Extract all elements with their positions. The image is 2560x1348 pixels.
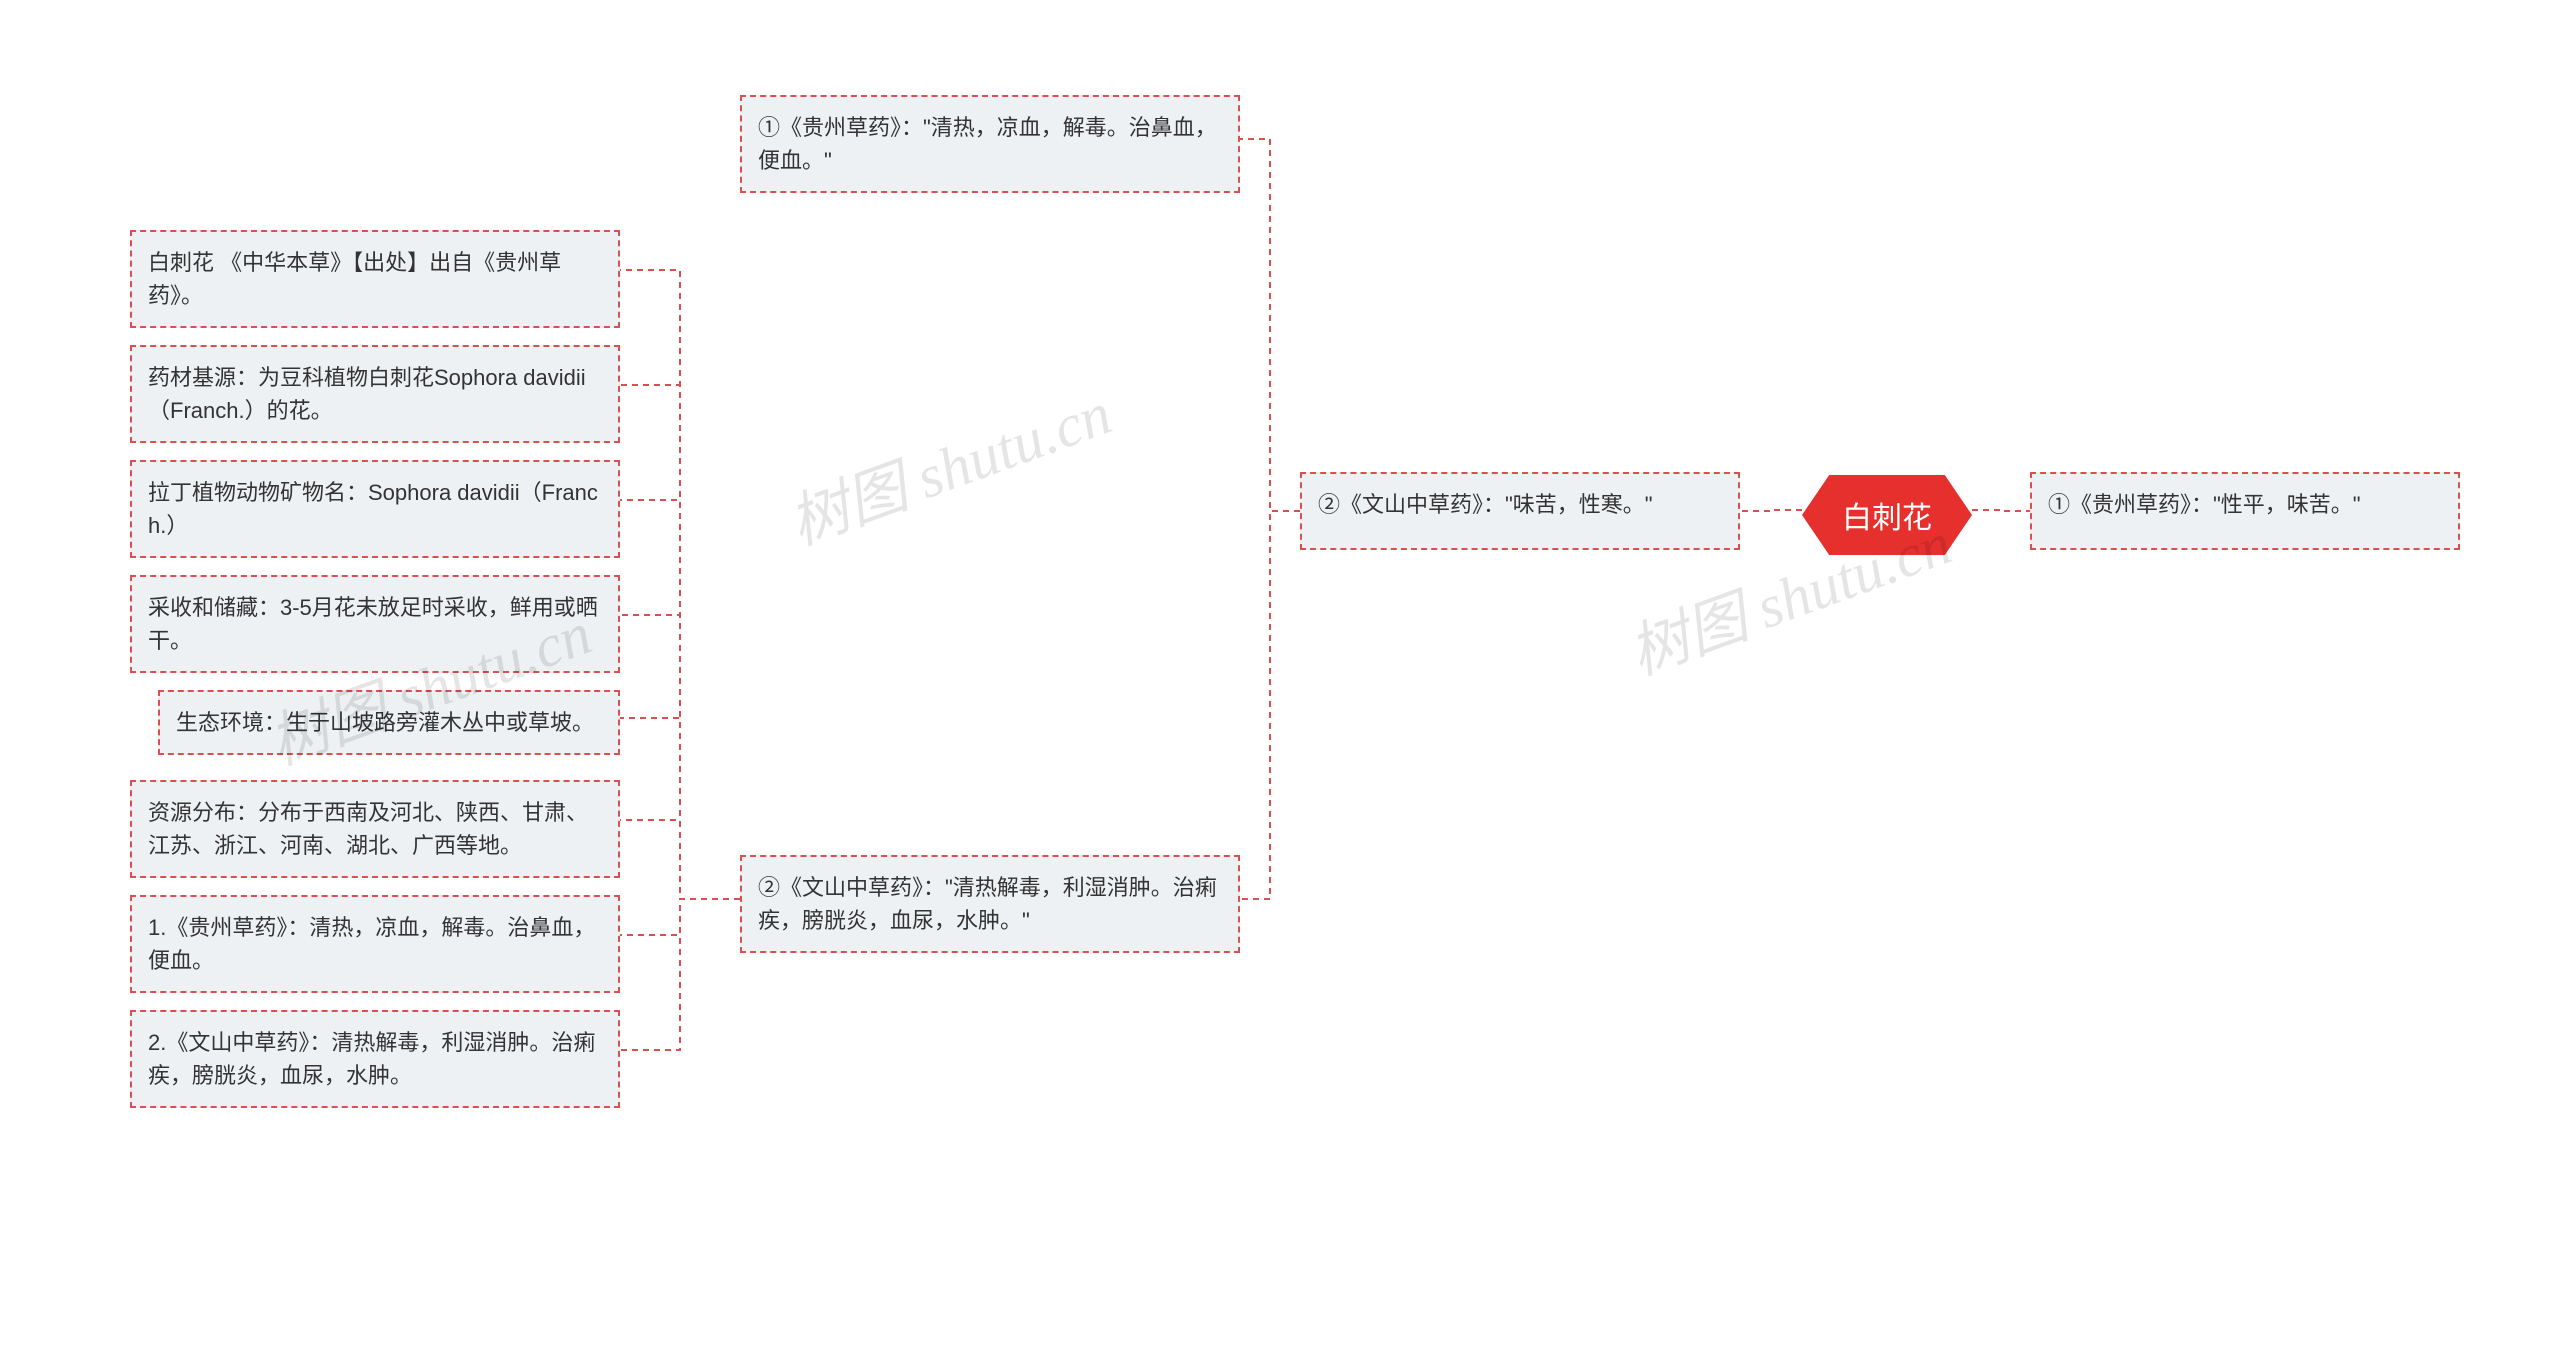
l3-node-6: 1.《贵州草药》：清热，凉血，解毒。治鼻血，便血。 (130, 895, 620, 993)
node-text: ①《贵州草药》："性平，味苦。" (2048, 492, 2361, 517)
right-branch-node: ①《贵州草药》："性平，味苦。" (2030, 472, 2460, 550)
connector-layer (0, 0, 2560, 1348)
node-text: 2.《文山中草药》：清热解毒，利湿消肿。治痢疾，膀胱炎，血尿，水肿。 (148, 1030, 595, 1088)
l3-node-2: 拉丁植物动物矿物名：Sophora davidii（Franch.） (130, 460, 620, 558)
left-branch-node: ②《文山中草药》："味苦，性寒。" (1300, 472, 1740, 550)
l2-node-0: ①《贵州草药》："清热，凉血，解毒。治鼻血，便血。" (740, 95, 1240, 193)
node-text: 药材基源：为豆科植物白刺花Sophora davidii（Franch.）的花。 (148, 365, 586, 423)
l3-node-1: 药材基源：为豆科植物白刺花Sophora davidii（Franch.）的花。 (130, 345, 620, 443)
node-text: 拉丁植物动物矿物名：Sophora davidii（Franch.） (148, 480, 598, 538)
l3-node-7: 2.《文山中草药》：清热解毒，利湿消肿。治痢疾，膀胱炎，血尿，水肿。 (130, 1010, 620, 1108)
node-text: 生态环境：生于山坡路旁灌木丛中或草坡。 (176, 710, 594, 735)
l3-node-3: 采收和储藏：3-5月花未放足时采收，鲜用或晒干。 (130, 575, 620, 673)
l3-node-5: 资源分布：分布于西南及河北、陕西、甘肃、江苏、浙江、河南、湖北、广西等地。 (130, 780, 620, 878)
node-text: ①《贵州草药》："清热，凉血，解毒。治鼻血，便血。" (758, 115, 1217, 173)
center-label: 白刺花 (1842, 502, 1932, 535)
node-text: 1.《贵州草药》：清热，凉血，解毒。治鼻血，便血。 (148, 915, 595, 973)
node-text: 白刺花 《中华本草》【出处】出自《贵州草药》。 (148, 250, 561, 308)
watermark-0: 树图 shutu.cn (775, 365, 1121, 562)
l3-node-0: 白刺花 《中华本草》【出处】出自《贵州草药》。 (130, 230, 620, 328)
node-text: ②《文山中草药》："清热解毒，利湿消肿。治痢疾，膀胱炎，血尿，水肿。" (758, 875, 1217, 933)
l3-node-4: 生态环境：生于山坡路旁灌木丛中或草坡。 (158, 690, 620, 755)
l2-node-1: ②《文山中草药》："清热解毒，利湿消肿。治痢疾，膀胱炎，血尿，水肿。" (740, 855, 1240, 953)
node-text: ②《文山中草药》："味苦，性寒。" (1318, 492, 1653, 517)
node-text: 资源分布：分布于西南及河北、陕西、甘肃、江苏、浙江、河南、湖北、广西等地。 (148, 800, 588, 858)
node-text: 采收和储藏：3-5月花未放足时采收，鲜用或晒干。 (148, 595, 598, 653)
center-node: 白刺花 (1802, 475, 1972, 555)
